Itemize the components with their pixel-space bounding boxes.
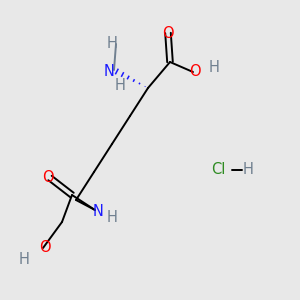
Text: H: H <box>115 79 125 94</box>
Text: N: N <box>103 64 114 80</box>
Text: O: O <box>39 241 51 256</box>
Text: Cl: Cl <box>211 163 225 178</box>
Text: O: O <box>162 26 174 40</box>
Text: N: N <box>93 205 104 220</box>
Text: O: O <box>189 64 201 80</box>
Text: H: H <box>19 253 29 268</box>
Text: O: O <box>42 170 54 185</box>
Text: H: H <box>106 211 117 226</box>
Text: H: H <box>208 61 219 76</box>
Text: H: H <box>243 163 254 178</box>
Text: H: H <box>106 35 117 50</box>
